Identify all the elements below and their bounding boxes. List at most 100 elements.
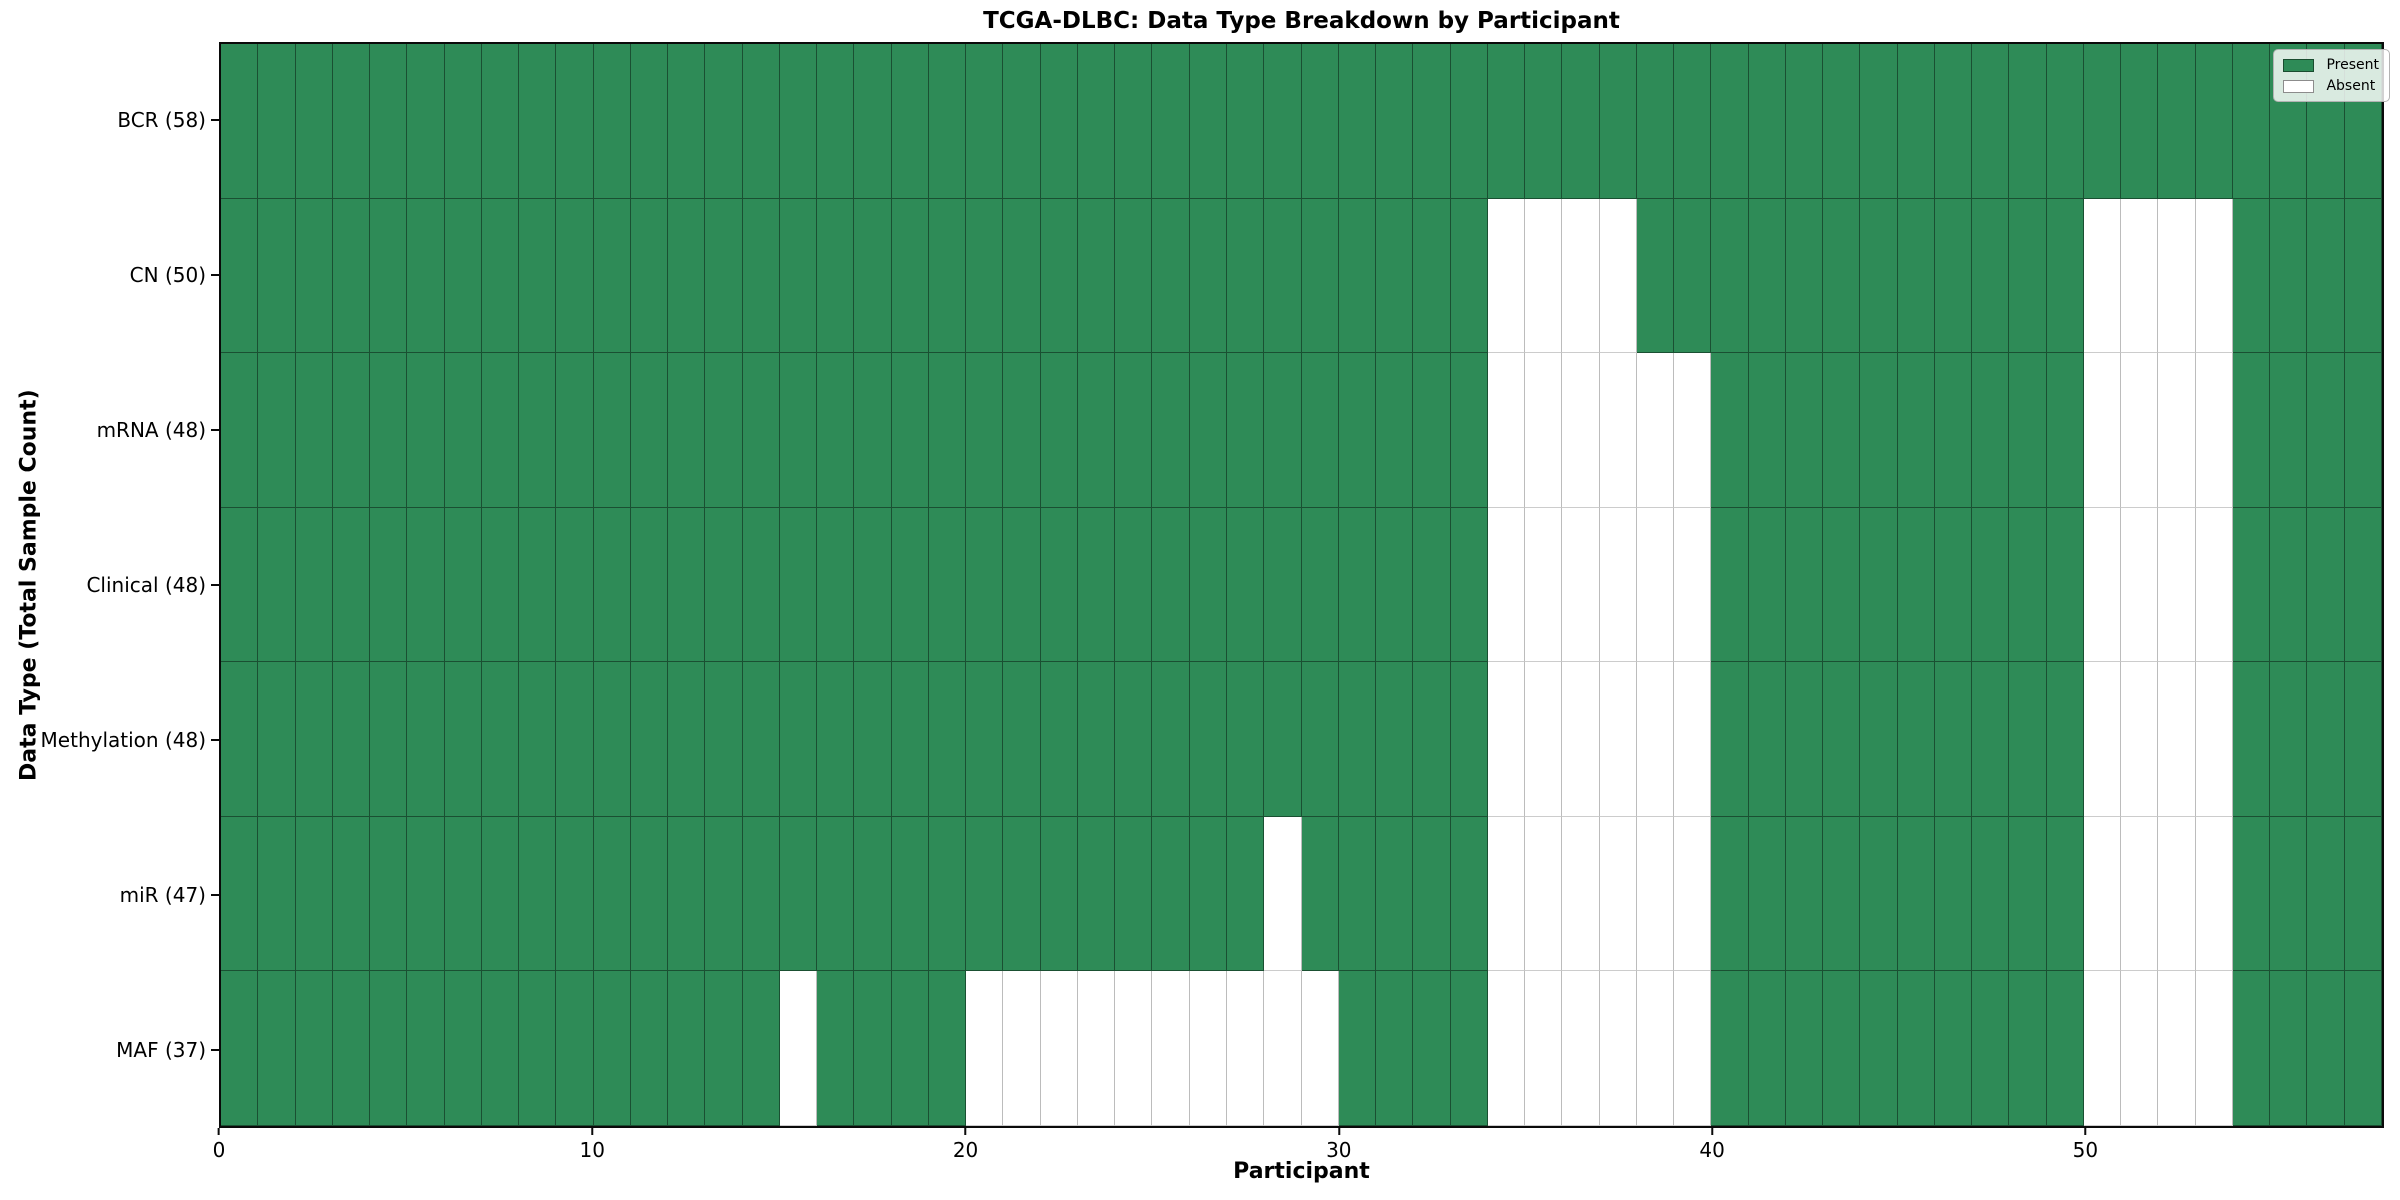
x-tick-label: 30: [1326, 1138, 1352, 1162]
cell-clinical-11: [630, 507, 669, 663]
cell-maf-54: [2232, 971, 2271, 1126]
cell-mir-5: [407, 816, 445, 972]
cell-cn-14: [742, 198, 780, 354]
cell-methylation-36: [1562, 662, 1600, 817]
cell-cn-37: [1599, 198, 1637, 354]
y-tick-cn: CN (50): [130, 263, 219, 287]
cell-methylation-16: [817, 662, 855, 817]
cell-mrna-3: [332, 353, 371, 508]
cell-mrna-9: [556, 353, 594, 508]
cell-methylation-1: [258, 662, 296, 817]
cell-cn-47: [1972, 198, 2010, 354]
cell-clinical-22: [1040, 507, 1078, 663]
cell-clinical-23: [1077, 507, 1116, 663]
cell-maf-1: [258, 971, 296, 1126]
cell-mrna-48: [2009, 353, 2047, 508]
cell-cn-26: [1189, 198, 1227, 354]
cell-maf-19: [928, 971, 967, 1126]
cell-methylation-8: [519, 662, 557, 817]
cell-maf-18: [891, 971, 929, 1126]
cell-cn-16: [817, 198, 855, 354]
cell-methylation-37: [1599, 662, 1637, 817]
cell-mrna-17: [854, 353, 892, 508]
cell-mir-35: [1525, 816, 1563, 972]
cell-maf-38: [1636, 971, 1675, 1126]
y-tick-label-mir: miR (47): [119, 883, 206, 908]
cell-mir-26: [1189, 816, 1227, 972]
cell-clinical-33: [1450, 507, 1488, 663]
cell-methylation-10: [593, 662, 631, 817]
cell-clinical-8: [519, 507, 557, 663]
cell-mrna-47: [1972, 353, 2010, 508]
plot-area: Present Absent: [219, 42, 2390, 1128]
cell-cn-12: [668, 198, 706, 354]
cell-methylation-18: [891, 662, 929, 817]
cell-mrna-46: [1934, 353, 1973, 508]
cell-cn-55: [2270, 198, 2308, 354]
cell-mrna-30: [1338, 353, 1377, 508]
cell-mir-52: [2158, 816, 2196, 972]
cell-clinical-25: [1152, 507, 1190, 663]
cell-mir-16: [817, 816, 855, 972]
x-tick-label: 40: [1699, 1138, 1725, 1162]
cell-bcr-3: [332, 44, 371, 199]
cell-clinical-51: [2121, 507, 2159, 663]
cell-clinical-34: [1487, 507, 1526, 663]
y-tick-mark: [211, 118, 219, 121]
cell-mrna-28: [1264, 353, 1302, 508]
cell-cn-8: [519, 198, 557, 354]
cell-bcr-31: [1376, 44, 1414, 199]
cell-bcr-4: [370, 44, 408, 199]
cell-cn-46: [1934, 198, 1973, 354]
cell-clinical-18: [891, 507, 929, 663]
cell-methylation-44: [1860, 662, 1898, 817]
cell-cn-15: [779, 198, 818, 354]
cell-bcr-48: [2009, 44, 2047, 199]
cell-mir-20: [966, 816, 1004, 972]
cell-clinical-10: [593, 507, 631, 663]
cell-mrna-50: [2083, 353, 2122, 508]
cell-cn-20: [966, 198, 1004, 354]
cell-mir-17: [854, 816, 892, 972]
cell-methylation-7: [481, 662, 520, 817]
cell-bcr-6: [444, 44, 482, 199]
cell-bcr-27: [1226, 44, 1265, 199]
cell-mir-7: [481, 816, 520, 972]
cell-mrna-0: [221, 353, 259, 508]
cell-methylation-23: [1077, 662, 1116, 817]
cell-cn-19: [928, 198, 967, 354]
cell-methylation-55: [2270, 662, 2308, 817]
cell-mir-0: [221, 816, 259, 972]
cell-mir-51: [2121, 816, 2159, 972]
cell-methylation-3: [332, 662, 371, 817]
cell-cn-31: [1376, 198, 1414, 354]
cell-mrna-52: [2158, 353, 2196, 508]
cell-cn-27: [1226, 198, 1265, 354]
cell-methylation-15: [779, 662, 818, 817]
cell-bcr-37: [1599, 44, 1637, 199]
cell-bcr-2: [295, 44, 333, 199]
x-tick-50: 50: [2073, 1128, 2098, 1162]
cell-maf-11: [630, 971, 669, 1126]
cell-clinical-48: [2009, 507, 2047, 663]
cell-maf-48: [2009, 971, 2047, 1126]
cell-methylation-11: [630, 662, 669, 817]
cell-maf-2: [295, 971, 333, 1126]
cell-methylation-41: [1748, 662, 1786, 817]
cell-cn-28: [1264, 198, 1302, 354]
cell-clinical-46: [1934, 507, 1973, 663]
y-tick-clinical: Clinical (48): [86, 573, 219, 597]
cell-clinical-55: [2270, 507, 2308, 663]
cell-bcr-44: [1860, 44, 1898, 199]
cell-mrna-35: [1525, 353, 1563, 508]
cell-mir-19: [928, 816, 967, 972]
cell-clinical-12: [668, 507, 706, 663]
cell-bcr-36: [1562, 44, 1600, 199]
x-tick-label: 10: [579, 1138, 605, 1162]
cell-clinical-1: [258, 507, 296, 663]
cell-maf-4: [370, 971, 408, 1126]
cell-clinical-37: [1599, 507, 1637, 663]
cell-mir-23: [1077, 816, 1116, 972]
cell-bcr-47: [1972, 44, 2010, 199]
